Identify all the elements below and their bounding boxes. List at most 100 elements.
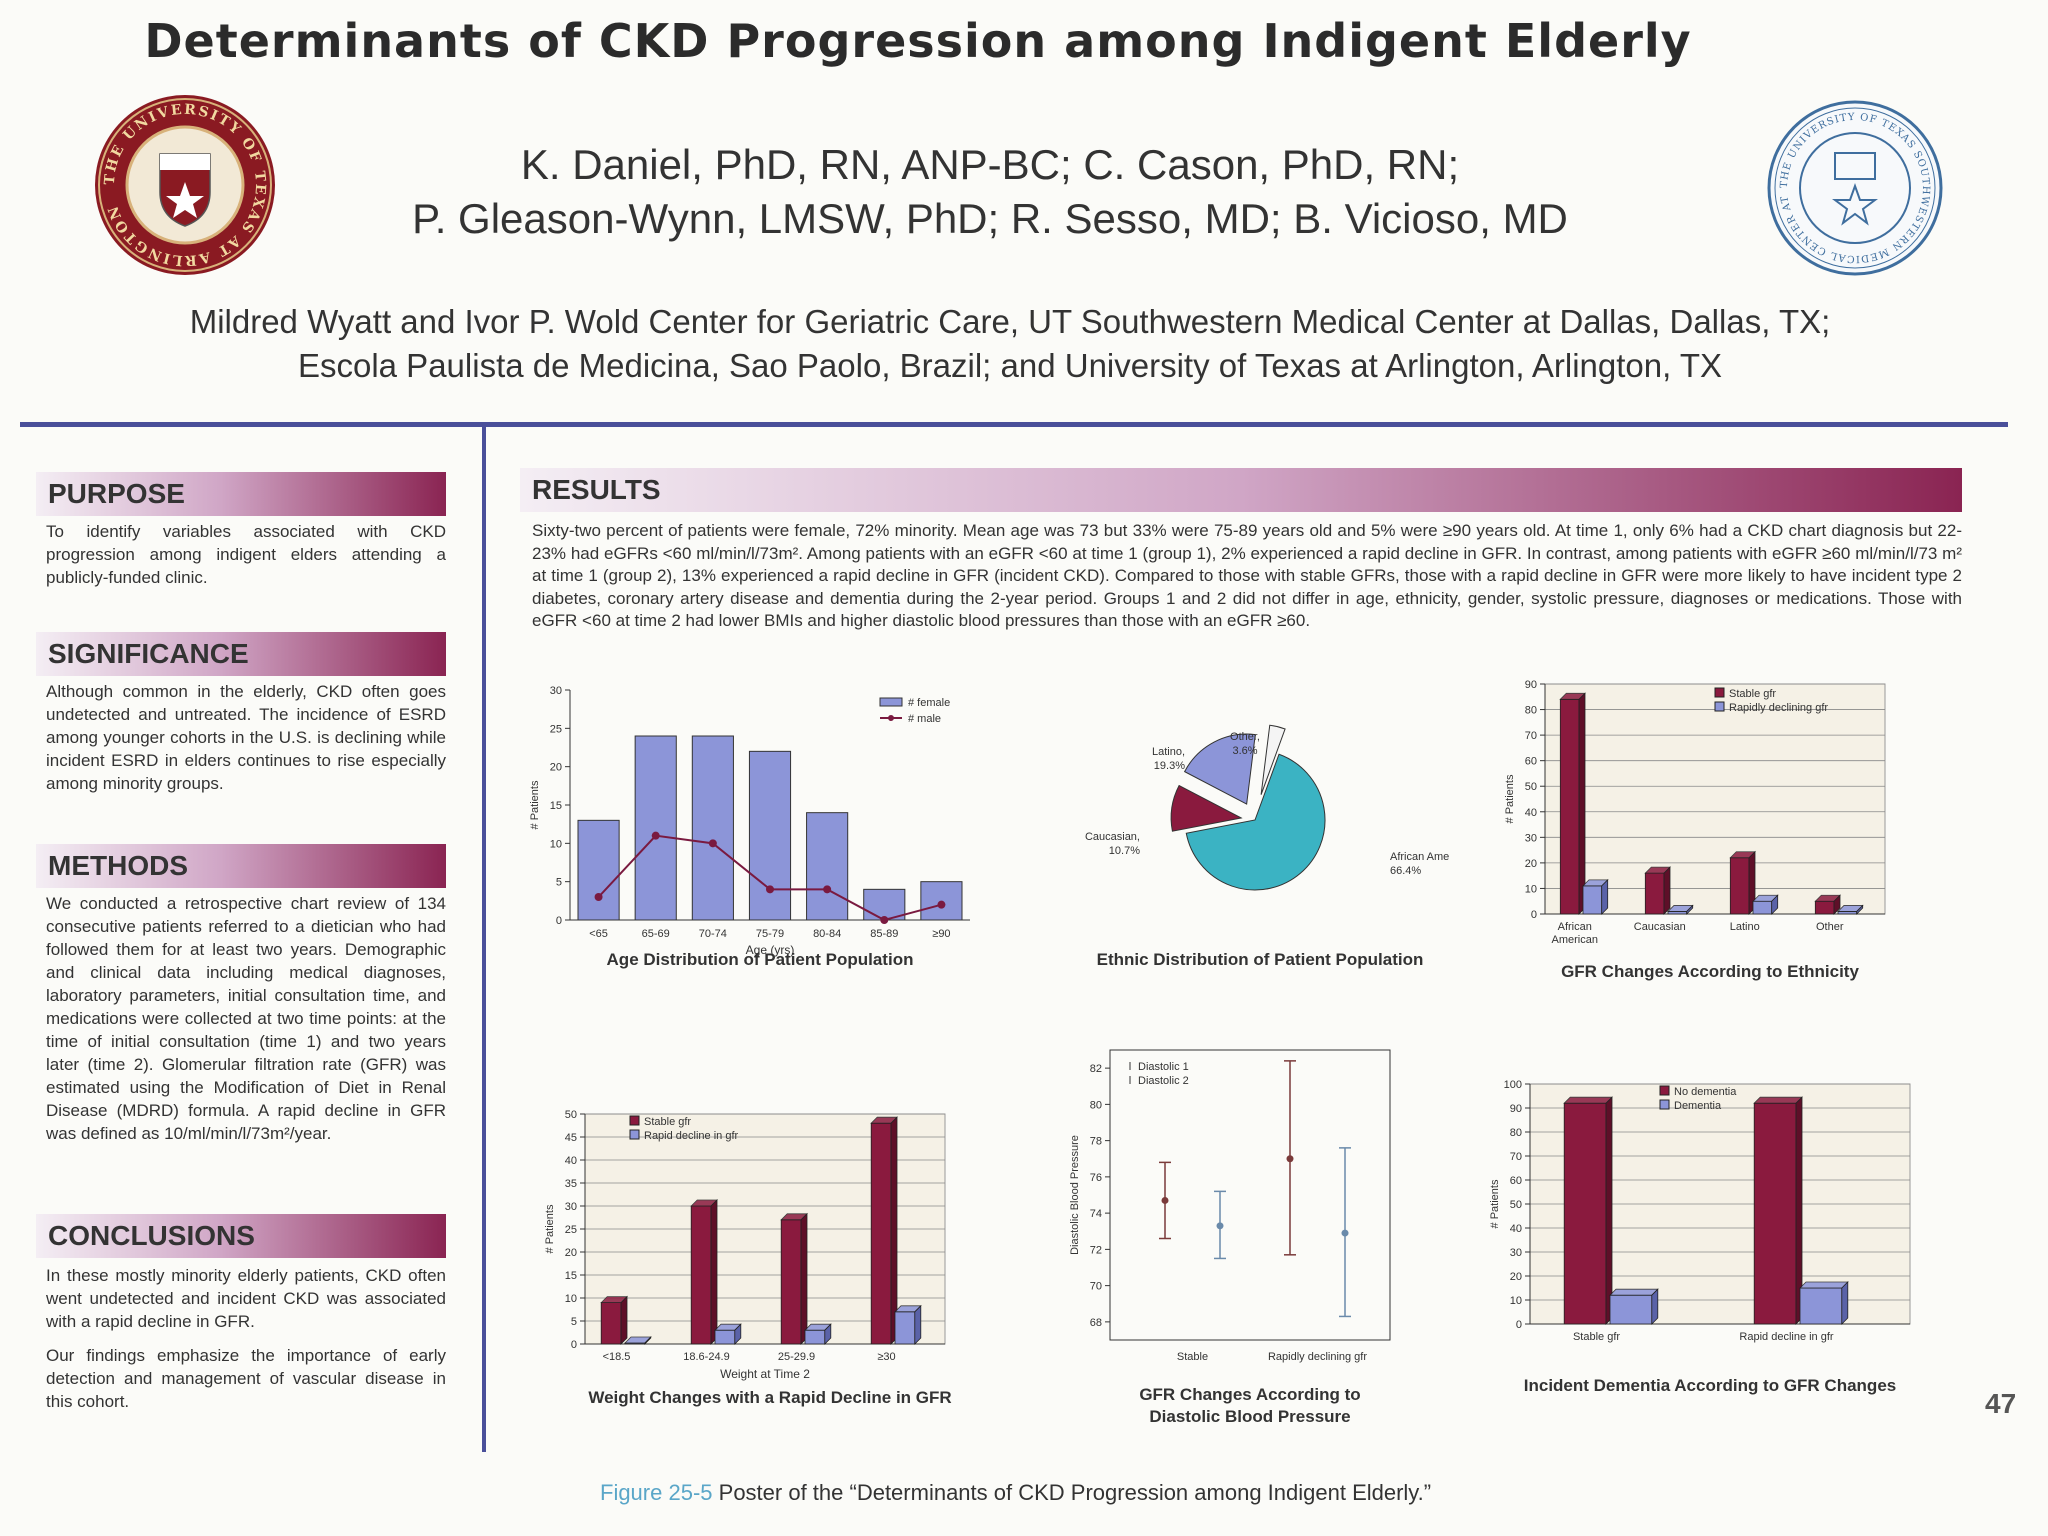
y-tick-label: 60 <box>1525 756 1537 768</box>
series-1-bar <box>870 1116 898 1345</box>
y-tick-label: 5 <box>571 1316 577 1328</box>
y-tick-label: 10 <box>1510 1295 1522 1307</box>
figure-caption: Figure 25-5 Poster of the “Determinants … <box>600 1480 1500 1506</box>
pie-slice <box>1183 733 1256 805</box>
y-tick-label: 72 <box>1090 1244 1102 1256</box>
x-tick-label: 25-29.9 <box>778 1351 815 1363</box>
x-tick-label: Rapidly declining gfr <box>1268 1351 1367 1363</box>
y-tick-label: 50 <box>1510 1199 1522 1211</box>
figure-label: Figure 25-5 <box>600 1480 713 1505</box>
pie-slice <box>1170 784 1243 832</box>
y-tick-label: 30 <box>1525 832 1537 844</box>
y-tick-label: 70 <box>1090 1281 1102 1293</box>
weight-change-chart: 0 5 10 15 20 25 30 35 40 45 50 # Patients <18.5 18.6-… <box>544 1109 946 1381</box>
conclusions-heading: CONCLUSIONS <box>36 1214 446 1258</box>
legend-label: Rapid decline in gfr <box>644 1130 739 1142</box>
legend-female-swatch <box>879 697 903 707</box>
diastolic-2-errorbar <box>1339 1147 1351 1318</box>
authors: K. Daniel, PhD, RN, ANP-BC; C. Cason, Ph… <box>300 138 1680 246</box>
y-tick-label: 30 <box>550 685 562 697</box>
female-bar <box>748 750 792 921</box>
affiliation-line-2: Escola Paulista de Medicina, Sao Paolo, … <box>297 347 1723 384</box>
significance-heading: SIGNIFICANCE <box>36 632 446 676</box>
series-1-bar <box>1563 1096 1613 1325</box>
y-axis-label: # Patients <box>529 780 541 829</box>
y-tick-label: 0 <box>1531 909 1537 921</box>
diastolic-2-errorbar <box>1214 1190 1226 1260</box>
x-tick-label: Stable <box>1177 1351 1208 1363</box>
pie-label: Caucasian, 10.7% <box>1085 831 1140 857</box>
y-tick-label: 25 <box>550 723 562 735</box>
dementia-chart: 0 10 20 30 40 50 60 70 80 90 100 # Patients Stable g… <box>1489 1079 1911 1343</box>
figure-caption-text: Poster of the “Determinants of CKD Progr… <box>718 1480 1432 1505</box>
ethnic-chart-caption: Ethnic Distribution of Patient Populatio… <box>1096 950 1424 969</box>
series-2-bar <box>894 1304 922 1345</box>
y-tick-label: 78 <box>1090 1136 1102 1148</box>
legend-label: No dementia <box>1674 1086 1737 1098</box>
y-tick-label: 15 <box>565 1270 577 1282</box>
y-tick-label: 10 <box>565 1293 577 1305</box>
purpose-text: To identify variables associated with CK… <box>46 522 446 587</box>
y-tick-label: 10 <box>1525 883 1537 895</box>
methods-text: We conducted a retrospective chart revie… <box>46 894 446 1143</box>
affiliations: Mildred Wyatt and Ivor P. Wold Center fo… <box>60 300 1960 388</box>
y-axis-label: # Patients <box>1489 1179 1501 1228</box>
conclusions-text-2: Our findings emphasize the importance of… <box>46 1346 446 1411</box>
y-tick-label: 74 <box>1090 1208 1102 1220</box>
legend-swatch <box>1714 687 1725 698</box>
male-point <box>823 885 832 894</box>
series-1-bar <box>1644 866 1671 915</box>
bp-chart-caption: GFR Changes According to Diastolic Blood… <box>1139 1385 1361 1426</box>
series-2-bar <box>1582 878 1609 915</box>
x-tick-label: Caucasian <box>1634 921 1686 933</box>
legend-swatch <box>1659 1099 1670 1110</box>
x-tick-label: Other <box>1816 921 1844 933</box>
x-tick-label: ≥90 <box>932 928 950 940</box>
y-tick-label: 80 <box>1510 1127 1522 1139</box>
x-tick-label: 65-69 <box>642 928 670 940</box>
male-point <box>651 831 660 840</box>
ut-arlington-seal: THE UNIVERSITY OF TEXAS AT ARLINGTON <box>95 95 275 275</box>
female-bar <box>577 819 620 921</box>
x-tick-label: Stable gfr <box>1573 1331 1620 1343</box>
y-axis-label: Diastolic Blood Pressure <box>1069 1135 1081 1255</box>
y-tick-label: 70 <box>1525 730 1537 742</box>
legend-label: Diastolic 1 <box>1138 1061 1189 1073</box>
y-tick-label: 25 <box>565 1224 577 1236</box>
y-tick-label: 45 <box>565 1132 577 1144</box>
x-tick-label: 85-89 <box>870 928 898 940</box>
authors-line-1: K. Daniel, PhD, RN, ANP-BC; C. Cason, Ph… <box>520 141 1460 188</box>
series-1-bar <box>1559 692 1586 915</box>
poster-title: Determinants of CKD Progression among In… <box>144 14 1692 68</box>
y-tick-label: 30 <box>1510 1247 1522 1259</box>
y-tick-label: 0 <box>1516 1319 1522 1331</box>
pie-slice <box>1260 724 1286 795</box>
y-tick-label: 0 <box>571 1339 577 1351</box>
y-tick-label: 50 <box>565 1109 577 1121</box>
x-tick-label: <18.5 <box>603 1351 631 1363</box>
plot-frame <box>1109 1049 1391 1341</box>
ut-southwestern-seal: THE UNIVERSITY OF TEXAS SOUTHWESTERN MED… <box>1765 98 1943 276</box>
y-tick-label: 100 <box>1504 1079 1522 1091</box>
diastolic-1-errorbar <box>1284 1060 1296 1256</box>
age-chart-caption: Age Distribution of Patient Population <box>606 950 914 969</box>
y-tick-label: 76 <box>1090 1172 1102 1184</box>
diastolic-1-errorbar <box>1159 1161 1171 1240</box>
y-tick-label: 5 <box>556 877 562 889</box>
y-tick-label: 82 <box>1090 1063 1102 1075</box>
series-2-bar <box>804 1323 832 1345</box>
y-tick-label: 20 <box>565 1247 577 1259</box>
methods-heading: METHODS <box>36 844 446 888</box>
series-2-bar <box>1799 1281 1849 1325</box>
conclusions-text-1: In these mostly minority elderly patient… <box>46 1266 446 1331</box>
age-distribution-chart: 0 5 10 15 20 25 30 # Patients <65 65-69 70-74 75-79… <box>529 685 970 957</box>
series-2-bar <box>714 1323 742 1345</box>
male-point <box>937 900 946 909</box>
header-divider <box>20 422 2008 427</box>
y-tick-label: 90 <box>1510 1103 1522 1115</box>
female-bar <box>634 735 677 921</box>
gfr-ethnicity-chart: 0 10 20 30 40 50 60 70 80 90 # Patients African Amer… <box>1504 679 1886 946</box>
y-tick-label: 0 <box>556 915 562 927</box>
x-tick-label: Latino <box>1730 921 1760 933</box>
x-tick-label: 18.6-24.9 <box>683 1351 729 1363</box>
